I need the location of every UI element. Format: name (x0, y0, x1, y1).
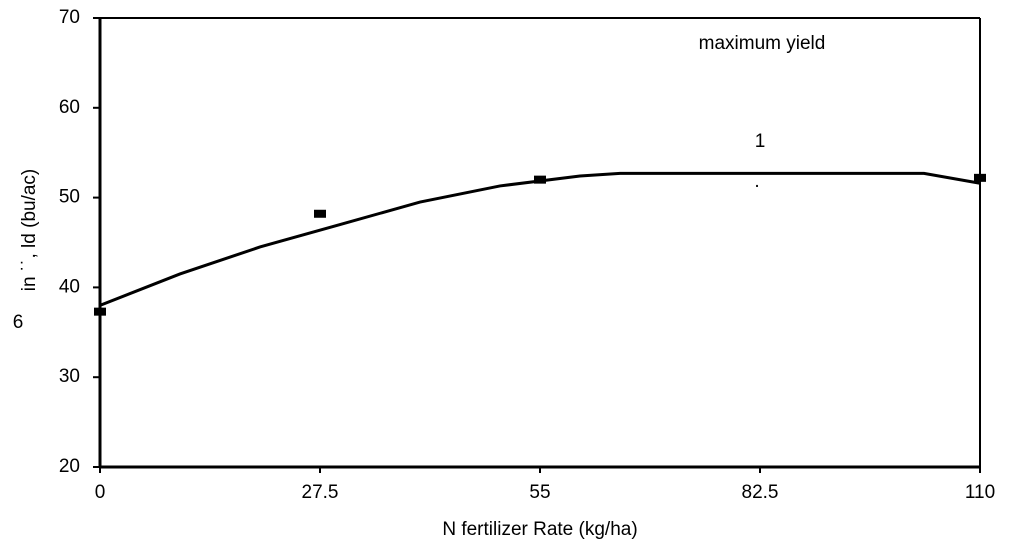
x-tick-label: 110 (965, 482, 995, 503)
y-tick-label: 50 (59, 187, 80, 208)
annotation: 1 (755, 131, 766, 152)
fit-curve (99, 171, 981, 307)
x-axis-label: N fertilizer Rate (kg/ha) (442, 519, 637, 540)
y-axis-label: in ˙˙, ld (bu/ac) (19, 169, 40, 291)
y-tick-label: 30 (59, 366, 80, 387)
data-point (534, 175, 546, 184)
data-point (94, 307, 106, 316)
x-tick-label: 82.5 (742, 482, 779, 503)
x-tick-label: 27.5 (302, 482, 339, 503)
data-point (314, 209, 326, 218)
data-point (974, 173, 986, 182)
y-tick-label: 70 (59, 7, 80, 28)
y-tick-label: 20 (59, 456, 80, 477)
x-tick-label: 55 (529, 482, 550, 503)
y-tick-label: 40 (59, 276, 80, 297)
annotation: 6 (13, 312, 24, 333)
annotation: . (754, 171, 759, 192)
y-tick-label: 60 (59, 97, 80, 118)
annotation: maximum yield (699, 33, 826, 54)
x-tick-label: 0 (95, 482, 106, 503)
